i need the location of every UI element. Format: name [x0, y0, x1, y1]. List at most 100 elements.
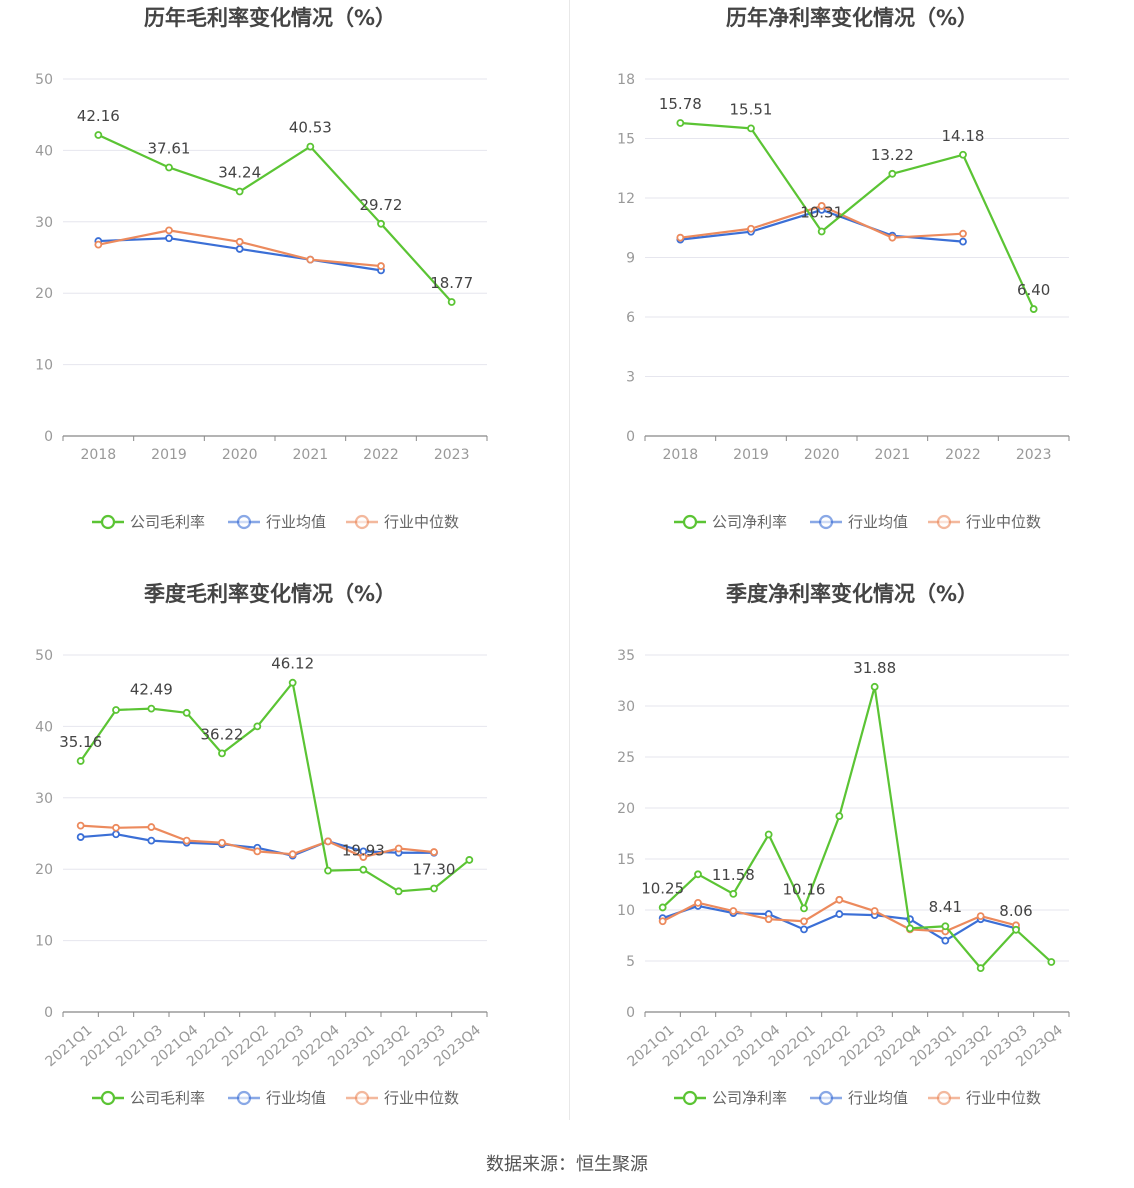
x-tick-label: 2021 [875, 447, 911, 463]
data-point-company [870, 682, 879, 691]
y-tick-label: 40 [35, 719, 53, 735]
data-point-median [324, 837, 332, 846]
data-point-company [447, 298, 456, 306]
x-tick-label: 2020 [804, 447, 840, 463]
data-point-company [1047, 958, 1056, 966]
legend-swatch-marker-median [936, 1090, 952, 1106]
y-tick-label: 40 [35, 143, 53, 159]
y-tick-label: 20 [35, 862, 53, 878]
x-tick-label: 2021 [293, 447, 329, 463]
data-point-company [941, 922, 950, 931]
data-point-avg [235, 245, 244, 253]
data-point-company [253, 722, 262, 731]
legend-swatch-marker-avg [818, 514, 834, 530]
data-point-median [182, 836, 191, 845]
data-point-company [676, 119, 685, 127]
x-tick-label: 2022 [945, 447, 981, 463]
data-point-avg [835, 910, 844, 918]
legend-label-company: 公司毛利率 [130, 513, 205, 531]
data-point-avg [76, 833, 85, 841]
legend-swatch-marker-company [100, 1090, 116, 1106]
quarterly-gross-margin-chart: 季度毛利率变化情况（%） 0 10 20 30 40 50 2021Q1 2021Q2 2021Q… [0, 576, 567, 1146]
data-point-company [764, 830, 773, 839]
data-point-company [377, 219, 385, 228]
legend-label-avg: 行业均值 [848, 1089, 908, 1107]
data-point-median [835, 895, 844, 904]
data-point-median [165, 226, 173, 235]
data-label: 6.40 [1017, 281, 1050, 299]
y-tick-label: 3 [626, 370, 635, 386]
y-tick-label: 0 [44, 1005, 53, 1021]
y-tick-label: 5 [626, 954, 635, 970]
y-tick-label: 30 [617, 699, 635, 715]
data-label: 15.78 [659, 95, 702, 113]
data-label: 18.77 [430, 274, 473, 292]
data-point-company [324, 866, 332, 875]
series-line-company [79, 681, 471, 893]
data-point-median [976, 912, 985, 921]
data-point-avg [941, 936, 950, 945]
data-point-company [165, 163, 173, 172]
series-line-company [680, 121, 1035, 310]
annual-gross-margin-svg: 历年毛利率变化情况（%） 0 10 20 30 40 50 2018 2019 2020 2021 2… [35, 6, 488, 531]
legend-swatch-marker-median [354, 514, 370, 530]
data-label: 11.58 [712, 866, 755, 884]
data-point-median [729, 907, 738, 915]
legend-label-median: 行业中位数 [384, 1089, 459, 1107]
x-tick-label: 2019 [151, 447, 187, 463]
data-point-company [800, 904, 808, 913]
data-point-company [182, 708, 191, 717]
data-point-company [306, 142, 315, 151]
annual-net-margin-chart: 历年净利率变化情况（%） 0 3 6 9 12 15 18 2018 2019 2020 2021 20… [582, 0, 1134, 570]
data-point-median [694, 898, 702, 907]
y-tick-label: 35 [617, 648, 635, 664]
data-point-company [694, 870, 702, 879]
legend-swatch-marker-avg [236, 514, 252, 530]
data-point-median [288, 850, 297, 859]
data-point-company [76, 757, 85, 765]
y-tick-label: 12 [617, 191, 635, 207]
chart-title: 历年毛利率变化情况（%） [144, 6, 396, 30]
y-tick-label: 15 [617, 852, 635, 868]
data-point-company [817, 227, 826, 236]
data-point-median [253, 847, 262, 856]
data-point-company [906, 924, 914, 933]
legend-label-company: 公司净利率 [712, 513, 787, 531]
data-point-company [235, 187, 244, 196]
data-label: 10.16 [783, 880, 826, 898]
data-label: 36.22 [201, 725, 244, 743]
series-line-company [97, 133, 453, 303]
data-label: 19.93 [342, 842, 385, 860]
x-tick-label: 2018 [81, 447, 117, 463]
data-point-avg [800, 925, 808, 934]
legend-swatch-marker-company [682, 514, 698, 530]
legend-swatch-marker-avg [236, 1090, 252, 1106]
legend-swatch-marker-company [100, 514, 116, 530]
data-point-median [676, 233, 685, 242]
data-point-company [465, 856, 474, 864]
y-tick-label: 10 [35, 358, 53, 374]
data-point-median [430, 848, 438, 856]
data-point-median [76, 821, 85, 830]
annual-gross-margin-chart: 历年毛利率变化情况（%） 0 10 20 30 40 50 2018 2019 2020 2021 2… [0, 0, 567, 570]
data-point-median [658, 917, 667, 926]
quarterly-net-margin-chart: 季度净利率变化情况（%） 0 5 10 15 20 25 30 35 2021Q1 2021Q2 20… [582, 576, 1134, 1146]
data-label: 29.72 [360, 196, 403, 214]
data-label: 10.25 [641, 879, 684, 897]
y-tick-label: 50 [35, 72, 53, 88]
data-point-avg [959, 237, 967, 246]
data-point-median [870, 907, 879, 915]
y-tick-label: 30 [35, 791, 53, 807]
x-tick-label: 2023 [434, 447, 470, 463]
chart-title: 季度毛利率变化情况（%） [144, 582, 396, 606]
data-point-company [835, 812, 844, 821]
data-label: 13.22 [871, 146, 914, 164]
x-tick-label: 2018 [663, 447, 699, 463]
legend-label-median: 行业中位数 [966, 513, 1041, 531]
legend-swatch-marker-median [936, 514, 952, 530]
data-point-median [218, 838, 226, 847]
y-tick-label: 15 [617, 132, 635, 148]
data-point-median [800, 917, 808, 926]
data-label: 10.31 [800, 204, 843, 222]
legend-swatch-marker-avg [818, 1090, 834, 1106]
